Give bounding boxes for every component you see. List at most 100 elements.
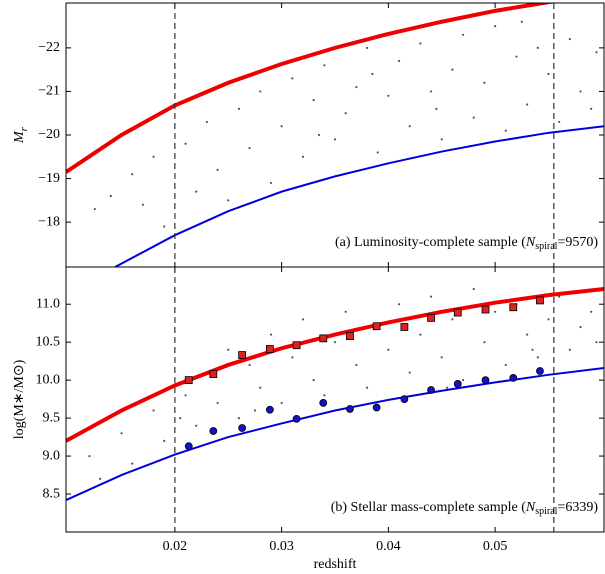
y-tick-label: 9.5 <box>43 410 61 425</box>
annotation-var: N <box>525 500 536 515</box>
annotation-text: (a) Luminosity-complete sample ( <box>335 235 526 250</box>
data-point <box>88 454 91 458</box>
data-point <box>317 133 321 137</box>
plot-area <box>66 3 604 267</box>
circle-marker <box>184 442 193 451</box>
data-point <box>323 64 326 67</box>
data-point <box>429 90 433 93</box>
data-point <box>445 386 449 389</box>
data-point <box>451 318 454 321</box>
square-marker <box>427 313 435 322</box>
data-point <box>371 72 374 76</box>
data-point <box>344 112 347 115</box>
data-point <box>483 341 486 344</box>
data-point <box>536 46 539 49</box>
square-marker <box>209 370 218 378</box>
data-point <box>429 295 433 298</box>
data-point <box>387 94 390 97</box>
data-point <box>451 68 454 71</box>
data-point <box>461 379 465 382</box>
y-tick-label: 11.0 <box>36 296 60 311</box>
data-point <box>568 38 571 41</box>
circle-marker <box>481 376 490 385</box>
circle-marker <box>400 395 409 404</box>
data-point <box>301 155 305 158</box>
data-point <box>120 432 123 435</box>
y-label-sub: r <box>18 126 30 131</box>
data-point <box>216 168 219 171</box>
square-marker <box>265 345 274 353</box>
data-point <box>520 20 523 23</box>
circle-marker <box>372 403 381 412</box>
data-point <box>259 90 262 93</box>
data-point <box>344 310 347 313</box>
y-tick-label: −22 <box>38 40 60 55</box>
data-point <box>93 207 96 211</box>
data-point <box>435 107 438 110</box>
circle-marker <box>453 380 462 388</box>
x-tick-label: 0.03 <box>269 539 294 554</box>
data-point <box>259 386 262 389</box>
data-point <box>595 51 598 54</box>
data-point <box>269 333 273 336</box>
data-point <box>590 107 593 110</box>
data-point <box>376 151 379 154</box>
square-marker <box>184 376 193 385</box>
data-point <box>472 116 475 119</box>
circle-marker <box>292 414 301 423</box>
square-marker <box>238 351 247 359</box>
plot-area <box>66 287 604 502</box>
data-point <box>440 356 443 359</box>
data-point <box>440 138 443 141</box>
data-point <box>387 348 390 351</box>
data-point <box>579 90 582 93</box>
data-point <box>397 59 401 63</box>
data-point <box>163 225 166 228</box>
data-point <box>547 72 550 76</box>
data-point <box>184 394 187 397</box>
curve <box>114 125 604 267</box>
data-point <box>365 46 369 49</box>
data-point <box>131 173 134 176</box>
data-point <box>205 120 209 124</box>
data-point <box>291 77 294 80</box>
data-point <box>216 401 219 405</box>
data-point <box>248 146 251 150</box>
data-point <box>280 125 283 128</box>
y-label-main: M <box>12 130 27 144</box>
data-point <box>494 24 497 28</box>
data-point <box>355 363 358 367</box>
y-axis-label: Mr <box>12 126 29 144</box>
data-point <box>483 81 486 84</box>
curve <box>66 3 556 174</box>
data-point <box>152 155 155 158</box>
data-point <box>526 103 529 106</box>
data-point <box>248 363 251 367</box>
annotation-sub: spiral <box>535 241 557 252</box>
data-point <box>291 356 294 359</box>
annotation: (a) Luminosity-complete sample (Nspiral=… <box>335 235 598 252</box>
data-point <box>595 341 598 344</box>
data-point <box>515 55 518 58</box>
data-point <box>547 318 550 321</box>
data-point <box>579 325 582 329</box>
data-point <box>195 190 198 193</box>
data-point <box>184 142 187 145</box>
square-marker <box>319 334 328 343</box>
data-point <box>526 333 529 336</box>
annotation-text: =9570) <box>557 235 598 250</box>
data-point <box>461 33 465 36</box>
annotation-sub: spiral <box>535 506 557 517</box>
data-point <box>195 424 198 427</box>
square-marker <box>292 341 301 350</box>
panel-frame <box>65 266 605 533</box>
square-marker <box>400 323 409 331</box>
data-point <box>227 199 230 202</box>
data-point <box>152 409 155 412</box>
y-axis-label: log(M∗/M⊙) <box>12 359 27 439</box>
circle-marker <box>346 405 354 413</box>
data-point <box>253 409 257 412</box>
x-tick-label: 0.04 <box>376 539 401 554</box>
